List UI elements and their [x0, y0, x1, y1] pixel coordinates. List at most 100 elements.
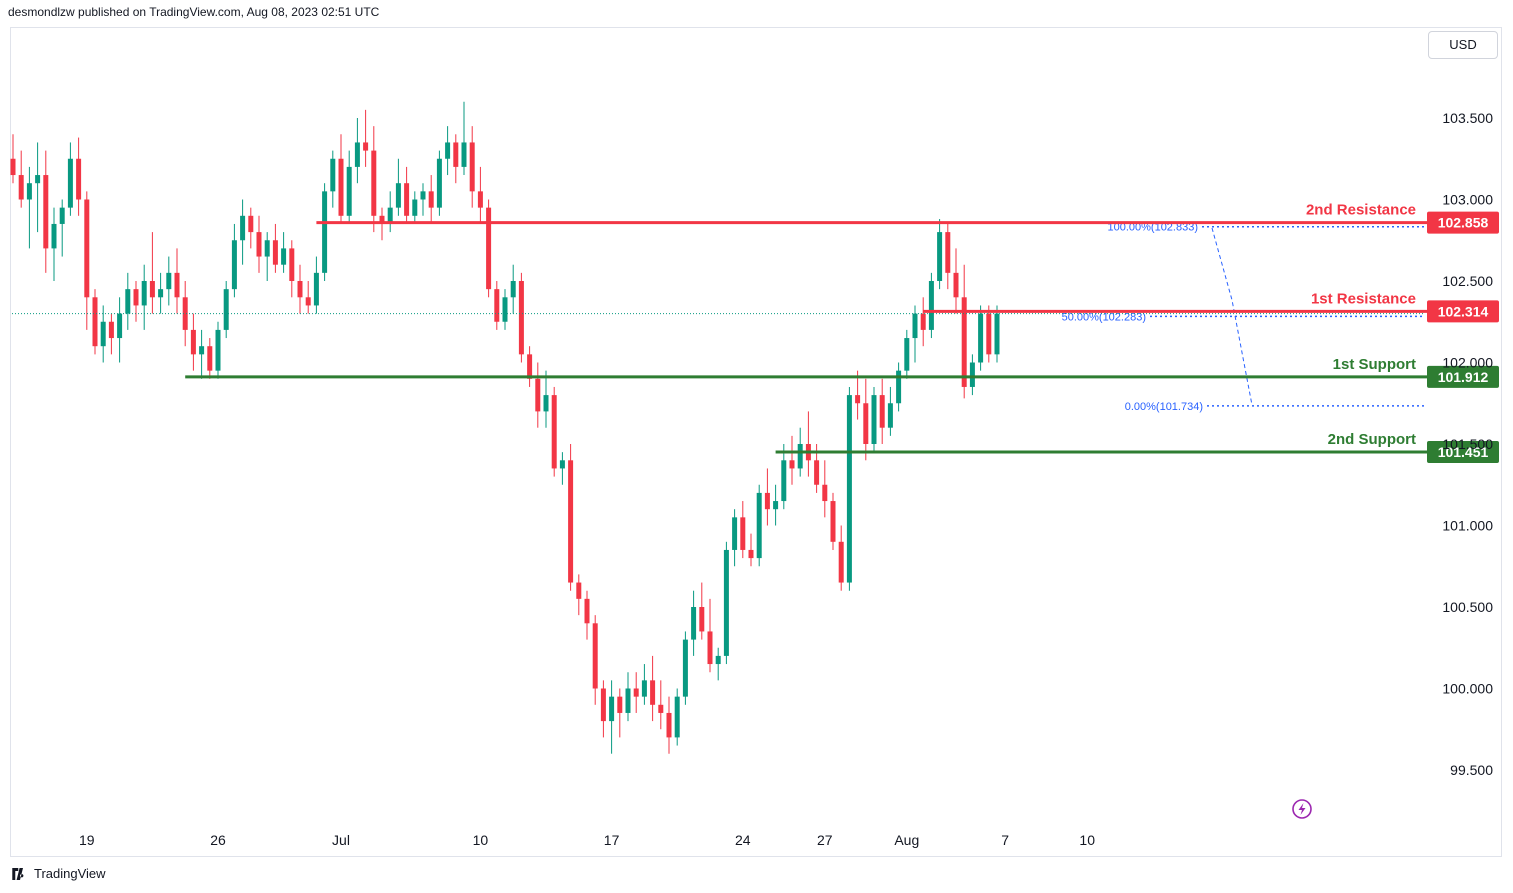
x-tick-label: 17 [604, 832, 620, 848]
level-price-label: 102.858 [1438, 215, 1489, 231]
candle-body [477, 191, 483, 208]
candle-body [912, 313, 918, 339]
candlesticks [10, 101, 1425, 754]
candle-body [920, 313, 926, 330]
x-tick-label: Aug [894, 832, 919, 848]
candle-body [412, 199, 418, 216]
candle-body [625, 688, 631, 713]
candle-body [723, 549, 729, 656]
fib-level-label: 50.00%(102.283) [1062, 311, 1146, 323]
candle-body [699, 607, 705, 632]
candle-body [190, 329, 196, 355]
candle-body [43, 175, 49, 249]
candle-body [149, 281, 155, 298]
candle-body [84, 199, 90, 298]
candle-body [240, 215, 246, 241]
candle-body [814, 460, 820, 485]
footer-brand-label: TradingView [34, 866, 106, 881]
candle-body [231, 240, 237, 290]
y-tick-label: 101.500 [1442, 436, 1493, 452]
x-tick-label: Jul [332, 832, 350, 848]
candle-body [199, 346, 205, 355]
x-tick-label: 10 [1079, 832, 1095, 848]
candle-body [658, 704, 664, 713]
candle-body [51, 223, 57, 249]
candle-body [789, 460, 795, 469]
candle-body [297, 281, 303, 298]
candle-body [559, 460, 565, 469]
candle-body [76, 158, 82, 200]
candle-body [764, 492, 770, 510]
candle-body [830, 501, 836, 542]
y-tick-label: 103.500 [1442, 110, 1493, 126]
candle-body [576, 582, 582, 599]
candle-body [666, 712, 672, 738]
candle-body [879, 395, 885, 428]
candle-body [305, 297, 311, 306]
candle-body [641, 680, 647, 697]
support-resistance-levels[interactable]: 2nd Resistance 102.858 1st Resistance 102.3… [185, 202, 1499, 463]
candle-body [404, 183, 410, 216]
candle-body [379, 215, 385, 224]
publisher-credit: desmondlzw published on TradingView.com,… [8, 5, 380, 19]
candle-body [633, 688, 639, 697]
candle-body [748, 549, 754, 559]
candle-body [551, 395, 557, 469]
candle-body [469, 142, 475, 192]
chart-frame [10, 27, 1502, 857]
candle-body [887, 403, 893, 428]
candle-body [994, 313, 1000, 355]
currency-selector[interactable]: USD [1428, 31, 1498, 59]
candle-body [486, 207, 492, 290]
candle-body [568, 460, 574, 583]
candle-body [10, 158, 16, 176]
candle-body [436, 158, 442, 208]
candle-body [945, 232, 951, 273]
candle-body [904, 338, 910, 371]
candle-body [732, 517, 738, 550]
candle-body [35, 175, 41, 184]
y-tick-label: 99.500 [1450, 762, 1493, 778]
candle-body [715, 655, 721, 665]
candle-body [100, 321, 106, 347]
time-axis[interactable]: 19 26 Jul 10 17 24 27 Aug 7 10 [79, 832, 1095, 848]
candle-body [609, 696, 615, 722]
candle-body [773, 501, 779, 510]
candle-body [67, 158, 73, 208]
x-tick-label: 26 [210, 832, 226, 848]
candle-body [691, 607, 697, 640]
candle-body [18, 175, 24, 200]
fib-trend-line[interactable] [1211, 227, 1253, 406]
candle-body [543, 395, 549, 412]
candle-body [863, 403, 869, 444]
level-price-label: 101.912 [1438, 369, 1489, 385]
candle-body [322, 191, 328, 273]
candle-body [781, 460, 787, 502]
candle-body [92, 297, 98, 347]
candle-body [953, 272, 959, 298]
candle-body [518, 281, 524, 355]
candle-body [141, 281, 147, 306]
candle-body [166, 272, 172, 290]
level-price-tag [1427, 365, 1499, 388]
level-price-label: 101.451 [1438, 444, 1489, 460]
level-price-tag [1427, 211, 1499, 234]
candle-body [846, 395, 852, 583]
flash-icon[interactable] [1292, 799, 1312, 819]
candle-body [428, 191, 434, 208]
candle-body [822, 484, 828, 502]
candle-body [650, 680, 656, 705]
candle-body [174, 272, 180, 298]
level-price-label: 102.314 [1438, 303, 1489, 319]
fibonacci-retracement[interactable]: 100.00%(102.833) 50.00%(102.283) 0.00%(101… [1062, 222, 1425, 413]
candle-body [182, 297, 188, 330]
y-tick-label: 103.000 [1442, 192, 1493, 208]
level-name-label: 1st Support [1333, 356, 1416, 373]
candle-body [584, 598, 590, 624]
price-axis[interactable]: 99.500 100.000 100.500 101.000 101.500 102.00… [1442, 110, 1493, 778]
candle-body [346, 166, 352, 216]
candle-body [838, 541, 844, 583]
candle-body [256, 232, 262, 257]
y-tick-label: 102.500 [1442, 273, 1493, 289]
